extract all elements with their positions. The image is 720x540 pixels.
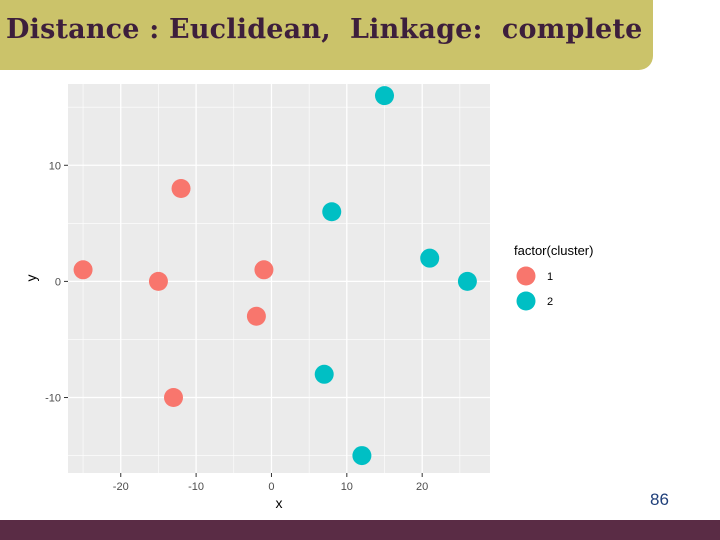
x-tick-label: 20: [416, 481, 428, 493]
legend: 12: [516, 266, 553, 311]
legend-label: 2: [547, 296, 553, 308]
y-axis-label: y: [23, 275, 39, 282]
data-points: [73, 86, 477, 466]
data-point-cluster-2: [314, 364, 334, 384]
data-point-cluster-1: [164, 388, 183, 408]
x-axis-label: x: [276, 495, 283, 511]
page-number: 86: [650, 490, 669, 509]
slide-title: Distance : Euclidean, Linkage: complete: [6, 14, 643, 45]
x-tick-label: 10: [341, 481, 353, 493]
data-point-cluster-1: [148, 271, 168, 291]
bottom-bar: [0, 520, 720, 540]
data-point-cluster-2: [457, 271, 477, 291]
plot-frame: -20 -10 0 10 20 -10 0 10 x y factor(cluster) 1…: [18, 75, 618, 519]
data-point-cluster-2: [420, 248, 440, 268]
title-banner: Distance : Euclidean, Linkage: complete: [0, 0, 653, 70]
grid-major: [68, 84, 490, 473]
plot-panel: [68, 84, 490, 473]
x-tick-label: -10: [188, 481, 204, 493]
legend-key-cluster-2: [516, 291, 536, 311]
data-point-cluster-1: [254, 260, 274, 280]
legend-title: factor(cluster): [514, 243, 593, 258]
data-point-cluster-1: [246, 306, 266, 326]
scatter-chart: -20 -10 0 10 20 -10 0 10 x y factor(cluster) 1…: [23, 84, 593, 511]
x-tick-label: -20: [113, 481, 129, 493]
x-axis-ticks: -20 -10 0 10 20: [113, 473, 428, 493]
y-tick-label: 10: [49, 160, 61, 172]
y-tick-label: -10: [45, 393, 61, 405]
data-point-cluster-1: [171, 179, 191, 199]
data-point-cluster-2: [375, 86, 394, 106]
y-axis-ticks: -10 0 10: [45, 160, 68, 405]
legend-key-cluster-1: [516, 266, 536, 286]
x-tick-label: 0: [268, 481, 274, 493]
data-point-cluster-2: [322, 202, 342, 222]
data-point-cluster-2: [352, 446, 372, 466]
legend-label: 1: [547, 271, 553, 283]
data-point-cluster-1: [73, 260, 93, 280]
y-tick-label: 0: [55, 276, 61, 288]
